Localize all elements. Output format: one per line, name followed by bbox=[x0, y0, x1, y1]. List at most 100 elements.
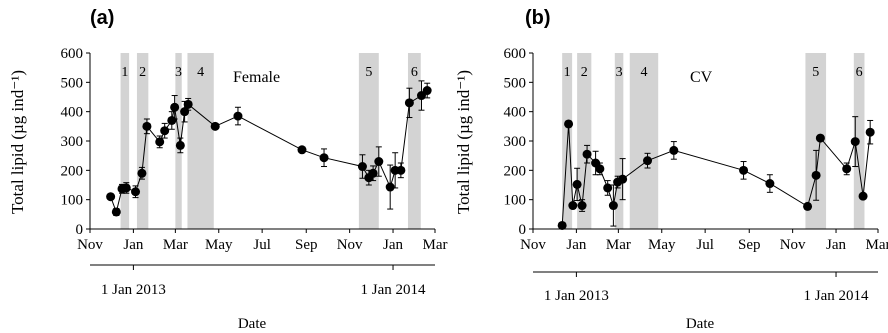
axes-a bbox=[86, 52, 436, 270]
period-label-5: 5 bbox=[365, 65, 372, 80]
data-point-a-13 bbox=[183, 99, 193, 109]
x-axis-label-a: Date bbox=[238, 316, 267, 332]
data-point-b-4 bbox=[577, 201, 587, 211]
axes-b bbox=[529, 52, 879, 277]
period-label-2: 2 bbox=[581, 65, 588, 80]
data-point-b-18 bbox=[815, 133, 825, 143]
y-tick-label: 600 bbox=[61, 46, 84, 62]
y-tick-label: 300 bbox=[504, 134, 527, 150]
x-tick-label: Nov bbox=[77, 237, 103, 253]
x-tick-label: Mar bbox=[866, 237, 888, 253]
year-label: 1 Jan 2014 bbox=[361, 282, 426, 298]
data-point-a-20 bbox=[368, 168, 378, 178]
data-point-b-11 bbox=[618, 174, 628, 184]
data-points-a bbox=[106, 80, 432, 217]
data-point-b-15 bbox=[765, 179, 775, 189]
period-label-4: 4 bbox=[640, 65, 647, 80]
data-point-a-1 bbox=[111, 207, 121, 217]
x-tick-label: Sep bbox=[295, 237, 318, 253]
data-point-a-8 bbox=[160, 126, 170, 136]
data-point-a-7 bbox=[155, 137, 165, 147]
y-tick-label: 0 bbox=[76, 222, 84, 238]
period-label-6: 6 bbox=[856, 65, 863, 80]
panel-label-b: (b) bbox=[525, 7, 551, 29]
shaded-period-3 bbox=[175, 53, 182, 229]
year-label: 1 Jan 2013 bbox=[101, 282, 166, 298]
tick-labels-b: 0 100 200 300 400 500 600 Nov Jan Mar May Jul Sep Nov… bbox=[504, 46, 888, 304]
y-tick-label: 500 bbox=[61, 75, 84, 91]
data-point-b-8 bbox=[603, 183, 613, 193]
data-point-a-18 bbox=[357, 162, 367, 172]
shaded-period-2 bbox=[136, 53, 149, 229]
data-point-a-25 bbox=[404, 98, 414, 108]
data-point-a-14 bbox=[210, 121, 220, 131]
period-label-3: 3 bbox=[175, 65, 182, 80]
data-point-b-9 bbox=[608, 201, 618, 211]
data-point-b-3 bbox=[572, 179, 582, 189]
y-tick-label: 300 bbox=[61, 134, 84, 150]
y-tick-label: 100 bbox=[61, 193, 84, 209]
data-point-b-19 bbox=[842, 164, 852, 174]
shaded-period-4 bbox=[629, 53, 659, 229]
tick-labels-a: 0 100 200 300 400 500 600 Nov Jan Mar May Jul Sep Nov… bbox=[61, 46, 448, 298]
data-point-b-22 bbox=[865, 127, 875, 137]
period-label-4: 4 bbox=[197, 65, 204, 80]
x-tick-label: Jul bbox=[253, 237, 271, 253]
annotation-cv: CV bbox=[690, 69, 713, 86]
data-point-a-16 bbox=[297, 145, 307, 155]
data-point-b-2 bbox=[568, 201, 578, 211]
x-tick-label: Jan bbox=[566, 237, 586, 253]
y-tick-label: 0 bbox=[519, 222, 527, 238]
x-tick-label: Nov bbox=[337, 237, 363, 253]
period-label-1: 1 bbox=[564, 65, 571, 80]
data-point-b-12 bbox=[643, 156, 653, 166]
data-point-a-4 bbox=[131, 187, 141, 197]
data-point-b-7 bbox=[595, 164, 605, 174]
data-point-b-16 bbox=[803, 201, 813, 211]
data-point-a-22 bbox=[385, 182, 395, 192]
data-point-b-17 bbox=[811, 170, 821, 180]
y-tick-label: 400 bbox=[504, 105, 527, 121]
period-label-6: 6 bbox=[411, 65, 418, 80]
shaded-period-3 bbox=[614, 53, 624, 229]
data-point-a-6 bbox=[142, 121, 152, 131]
data-point-a-21 bbox=[374, 157, 384, 167]
y-tick-label: 200 bbox=[504, 163, 527, 179]
data-point-a-9 bbox=[167, 115, 177, 125]
data-point-b-14 bbox=[739, 165, 749, 175]
data-point-a-5 bbox=[137, 168, 147, 178]
x-tick-label: Jan bbox=[383, 237, 403, 253]
data-point-a-12 bbox=[180, 107, 190, 117]
period-label-3: 3 bbox=[616, 65, 623, 80]
panel-label-a: (a) bbox=[90, 7, 114, 29]
x-tick-label: May bbox=[648, 237, 676, 253]
shaded-period-4 bbox=[187, 53, 214, 229]
x-tick-label: Nov bbox=[520, 237, 546, 253]
year-label: 1 Jan 2014 bbox=[804, 288, 869, 304]
y-tick-label: 200 bbox=[61, 163, 84, 179]
period-label-2: 2 bbox=[139, 65, 146, 80]
data-point-b-0 bbox=[557, 220, 567, 230]
x-tick-label: Jan bbox=[826, 237, 846, 253]
data-point-a-17 bbox=[319, 153, 329, 163]
period-label-5: 5 bbox=[812, 65, 819, 80]
x-tick-label: Sep bbox=[738, 237, 761, 253]
y-tick-label: 500 bbox=[504, 75, 527, 91]
shaded-period-5 bbox=[805, 53, 827, 229]
data-point-b-20 bbox=[850, 137, 860, 147]
x-tick-label: Mar bbox=[606, 237, 631, 253]
y-tick-label: 400 bbox=[61, 105, 84, 121]
data-point-a-24 bbox=[396, 165, 406, 175]
x-tick-label: Nov bbox=[780, 237, 806, 253]
data-points-b bbox=[557, 116, 875, 230]
x-axis-label-b: Date bbox=[686, 316, 715, 332]
y-tick-label: 100 bbox=[504, 193, 527, 209]
data-point-b-13 bbox=[669, 145, 679, 155]
data-point-b-5 bbox=[582, 149, 592, 159]
y-axis-label-a: Total lipid (µg ind⁻¹) bbox=[8, 70, 27, 214]
data-point-a-11 bbox=[175, 140, 185, 150]
data-point-b-21 bbox=[858, 191, 868, 201]
